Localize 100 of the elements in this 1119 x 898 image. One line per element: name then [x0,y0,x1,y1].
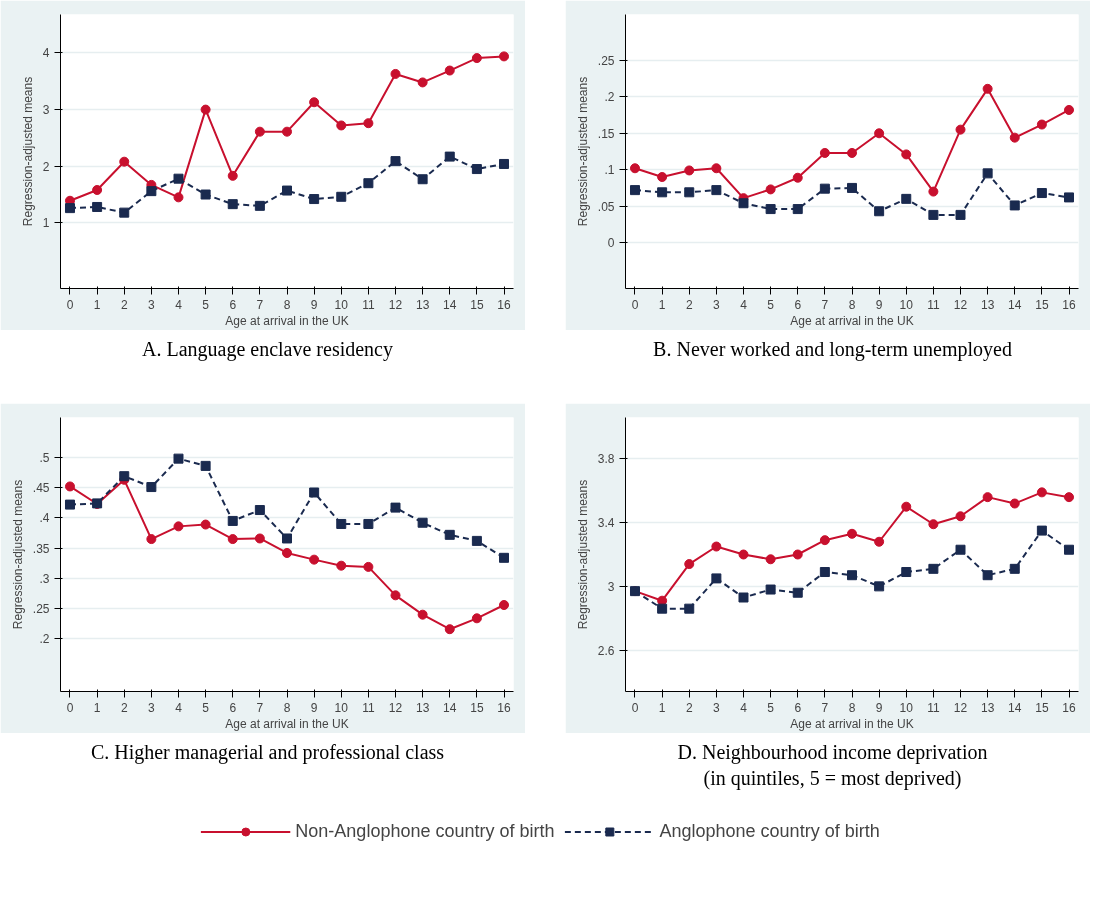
x-tick-label: 2 [120,297,128,312]
point [684,187,695,198]
legend-label: Anglophone country of birth [659,820,880,842]
y-tick-label: 4 [42,46,50,61]
point [146,186,157,197]
x-tick-label: 6 [794,297,802,312]
point [1064,544,1075,555]
point [711,573,722,584]
x-tick-label: 13 [980,700,995,715]
point [1036,188,1047,199]
point [928,186,939,197]
point [227,515,238,526]
point [444,65,455,76]
point [309,97,320,108]
point [336,120,347,131]
y-axis-title: Regression-adjusted means [20,76,35,227]
point [1064,104,1075,115]
point [282,548,292,558]
x-tick-label: 13 [415,297,430,312]
point [92,185,103,195]
point [1009,498,1020,509]
point [363,518,374,529]
point [847,147,857,158]
point [417,77,428,88]
text: (in quintiles, 5 = most deprived) [702,766,963,791]
point [471,164,482,175]
point [819,535,830,546]
point [711,163,722,174]
point [1009,132,1020,143]
x-tick-label: 4 [175,297,183,312]
point [874,128,885,139]
point [738,198,749,209]
point [227,199,238,210]
text: B. Never worked and long-term unemployed [652,337,1013,362]
point [684,165,695,176]
point [390,590,401,601]
point [765,554,776,565]
x-tick-label: 5 [202,700,210,715]
y-tick-label: .15 [597,126,615,141]
x-tick-label: 10 [334,297,349,312]
x-tick-label: 7 [821,297,829,312]
point [64,203,75,214]
x-tick-label: 2 [685,297,693,312]
x-tick-label: 11 [927,297,940,312]
point [146,534,157,545]
x-tick-label: 5 [767,700,775,715]
x-tick-label: 12 [953,700,968,715]
point [874,581,885,592]
x-tick-label: 16 [497,700,512,715]
x-tick-label: 14 [443,700,457,715]
x-tick-label: 11 [927,700,940,715]
point [227,170,238,181]
point [444,151,455,162]
point [417,174,428,185]
point [792,172,803,183]
point [200,189,211,200]
point [629,185,640,196]
point [901,193,912,204]
y-tick-label: 2.6 [597,643,615,658]
point [765,204,776,215]
x-tick-label: 6 [229,297,237,312]
point [792,587,803,598]
y-tick-label: .4 [39,511,50,526]
y-tick-label: .5 [39,450,50,465]
x-tick-label: 10 [899,297,914,312]
x-tick-label: 1 [658,700,666,715]
x-tick-label: 9 [875,700,883,715]
point [254,126,265,137]
y-tick-label: 3 [42,103,50,118]
x-tick-label: 0 [66,700,74,715]
x-tick-label: 9 [875,297,883,312]
point [309,554,320,565]
x-tick-label: 16 [1062,297,1077,312]
x-tick-label: 8 [283,297,291,312]
point [955,209,966,220]
point [146,482,157,493]
x-tick-label: 14 [1008,297,1022,312]
x-tick-label: 12 [388,297,403,312]
point [657,187,668,198]
x-tick-label: 6 [229,700,237,715]
y-tick-label: 1 [42,216,50,231]
point [629,163,640,174]
x-tick-label: 8 [848,297,856,312]
point [792,204,803,215]
x-tick-label: 12 [953,297,968,312]
y-tick-label: .35 [32,541,50,556]
point [1036,525,1047,536]
point [390,156,401,167]
point [982,492,993,503]
point [499,600,510,610]
x-tick-label: 13 [980,297,995,312]
x-axis-title: Age at arrival in the UK [225,716,349,731]
point [765,584,776,595]
point [499,158,510,169]
y-tick-label: .2 [604,90,615,105]
x-tick-label: 13 [415,700,430,715]
point [390,502,401,513]
x-tick-label: 16 [497,297,512,312]
point [684,603,695,614]
text: D. Neighbourhood income deprivation [676,740,989,765]
